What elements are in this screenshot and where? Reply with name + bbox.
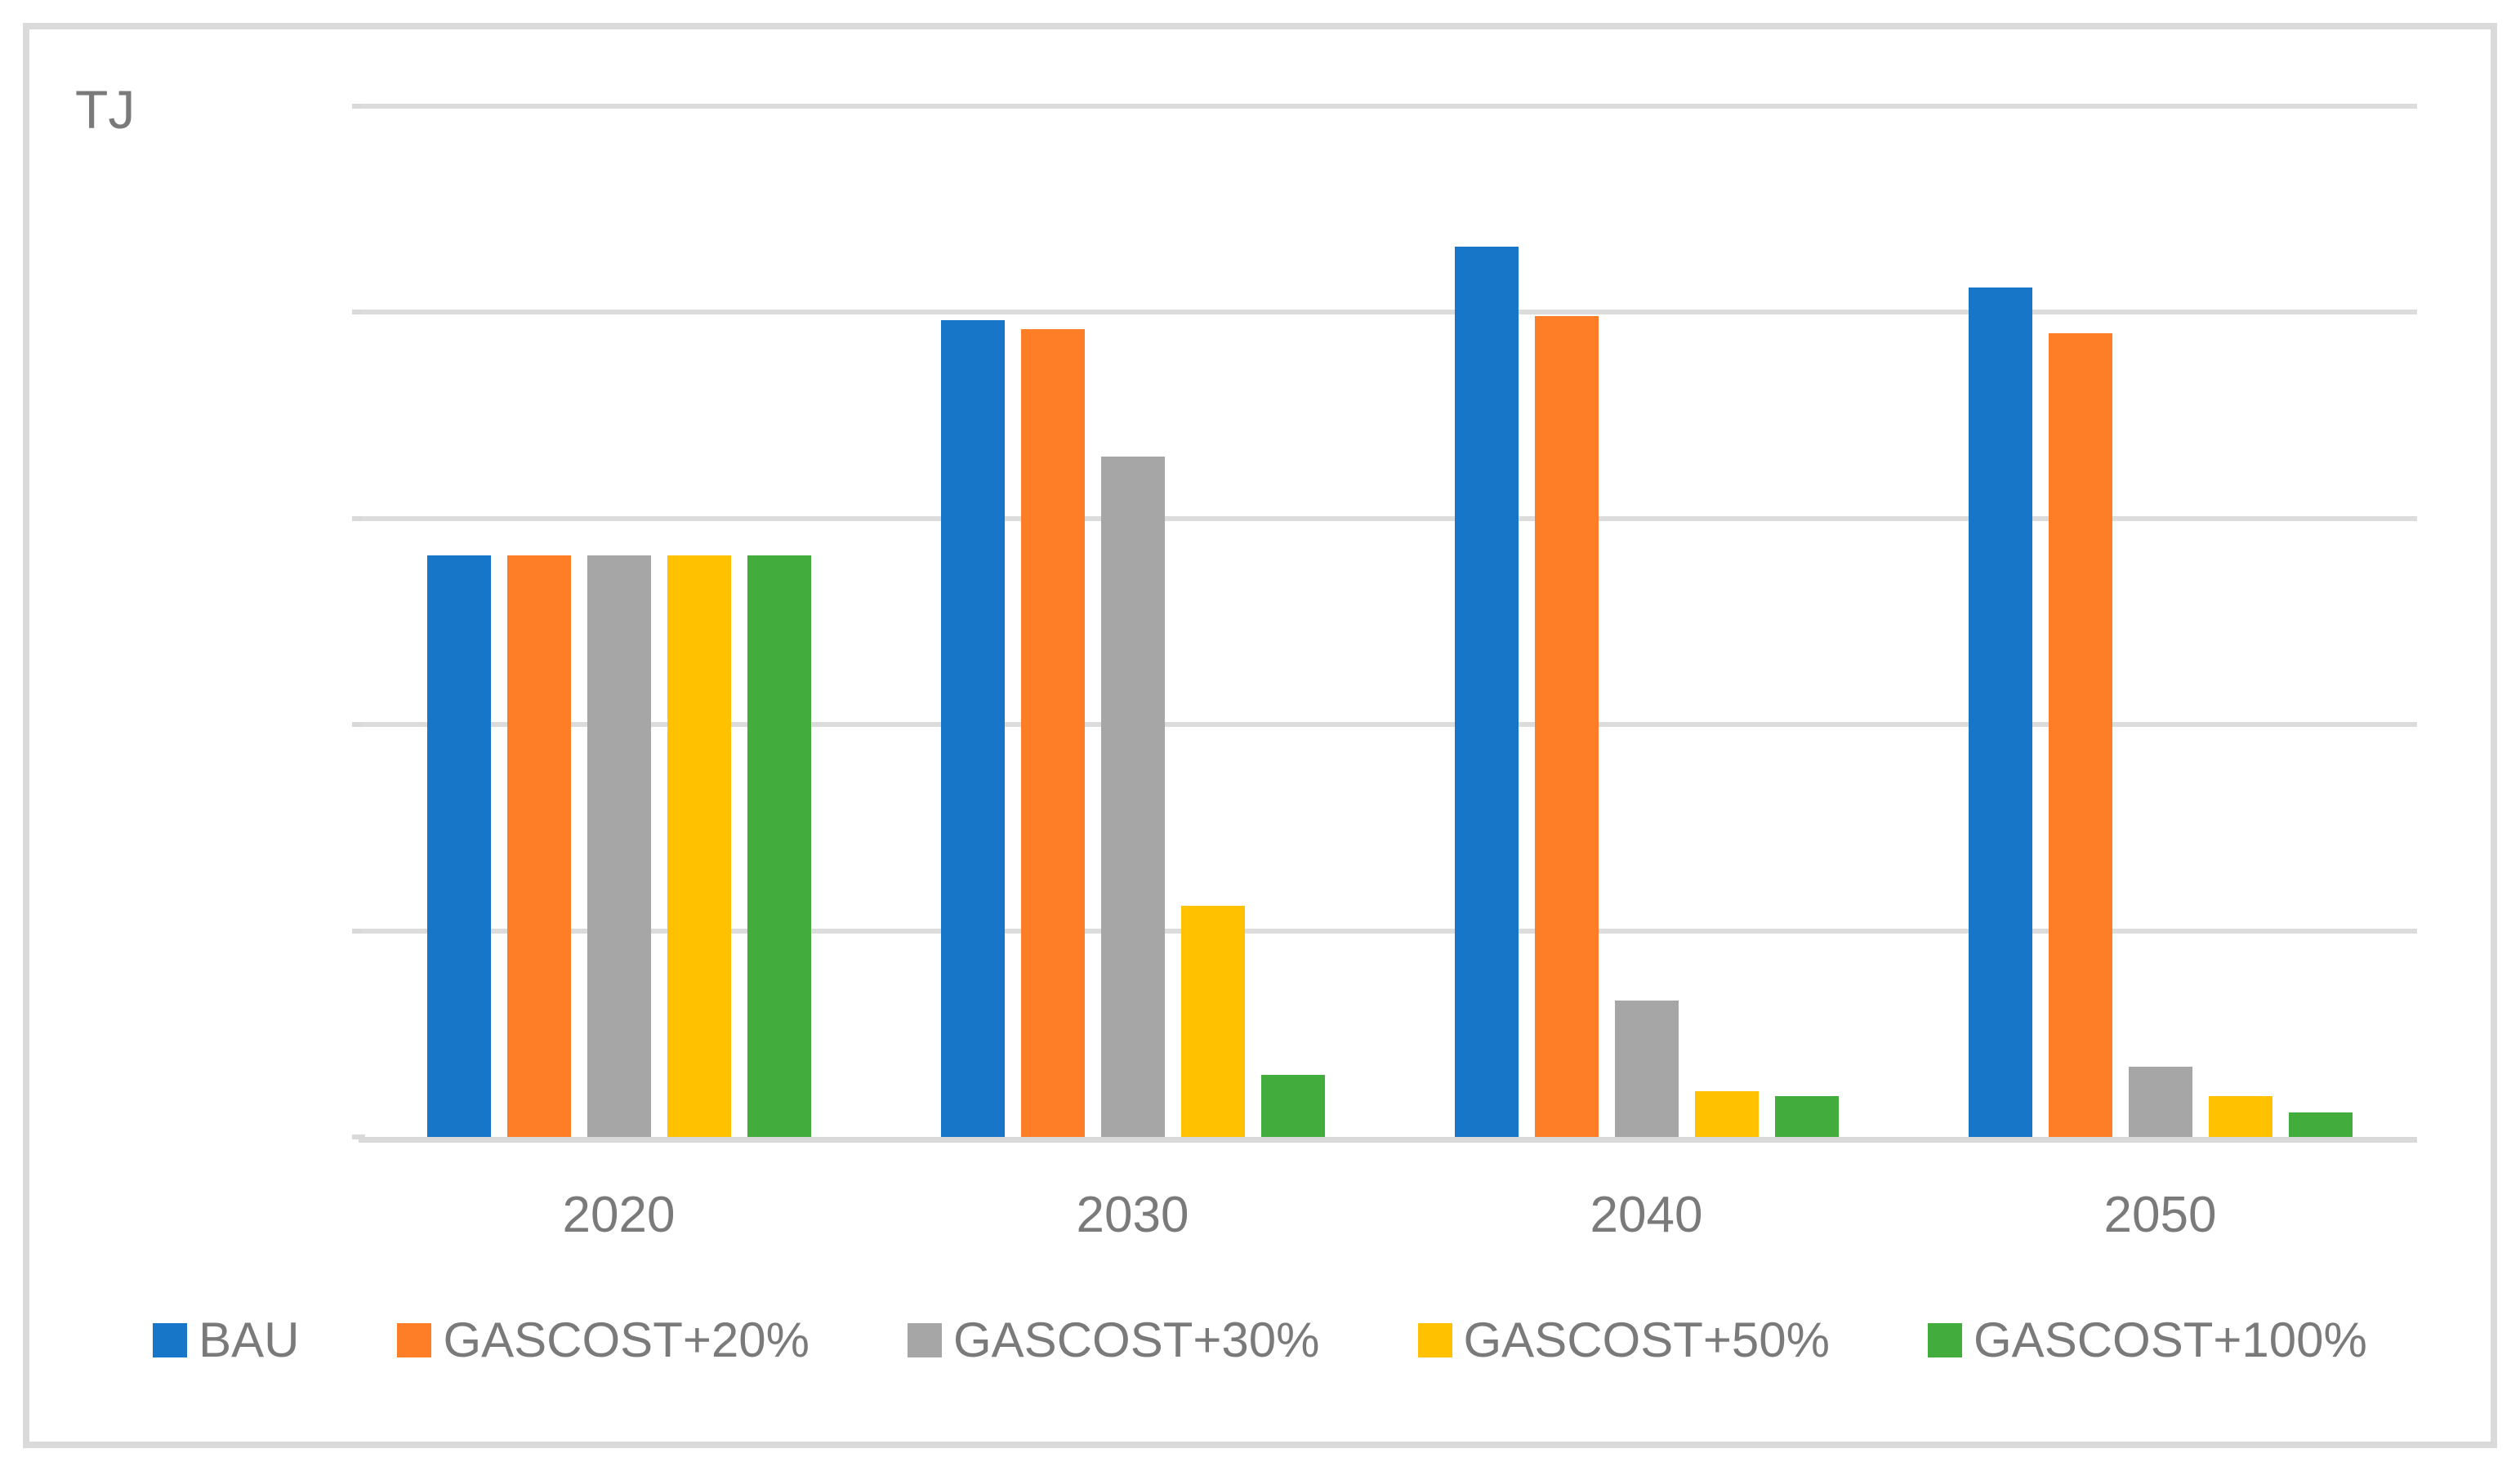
bar-group-2040 <box>1389 106 1903 1137</box>
bar-BAU-2030 <box>940 320 1005 1137</box>
y-tick-mark-100 <box>352 722 365 728</box>
legend-swatch-GASCOST+50% <box>1417 1322 1452 1357</box>
bar-GASCOST+30%-2030 <box>1100 457 1165 1137</box>
legend-swatch-BAU <box>153 1322 188 1357</box>
bar-GASCOST+100%-2020 <box>747 555 811 1137</box>
bar-GASCOST+20%-2040 <box>1534 316 1599 1137</box>
bar-GASCOST+100%-2030 <box>1260 1075 1325 1137</box>
legend-item-GASCOST+30%: GASCOST+30% <box>907 1312 1320 1368</box>
bar-BAU-2040 <box>1454 247 1519 1137</box>
bar-GASCOST+20%-2030 <box>1020 329 1085 1137</box>
x-axis-line <box>359 1137 2417 1143</box>
legend-item-GASCOST+20%: GASCOST+20% <box>397 1312 810 1368</box>
bar-GASCOST+50%-2050 <box>2208 1096 2272 1137</box>
legend-label-GASCOST+50%: GASCOST+50% <box>1463 1313 1831 1367</box>
y-axis-unit-label: TJ <box>75 79 136 140</box>
legend: BAU GASCOST+20% GASCOST+30% GASCOST+50% GASC… <box>29 1312 2491 1368</box>
plot-area <box>359 104 2417 1143</box>
legend-item-GASCOST+100%: GASCOST+100% <box>1928 1312 2367 1368</box>
legend-label-GASCOST+30%: GASCOST+30% <box>952 1313 1320 1367</box>
bar-GASCOST+100%-2040 <box>1774 1096 1839 1137</box>
y-tick-mark-250 <box>352 104 365 109</box>
bar-GASCOST+30%-2040 <box>1614 1001 1679 1137</box>
gridline-250 <box>362 104 2417 109</box>
legend-label-GASCOST+20%: GASCOST+20% <box>443 1313 810 1367</box>
x-tick-label-2040: 2040 <box>1590 1187 1703 1243</box>
gridline-150 <box>362 515 2417 521</box>
bar-GASCOST+30%-2020 <box>587 555 651 1137</box>
legend-swatch-GASCOST+20% <box>397 1322 432 1357</box>
bar-GASCOST+100%-2050 <box>2288 1112 2353 1137</box>
bar-GASCOST+30%-2050 <box>2128 1067 2192 1137</box>
bar-BAU-2050 <box>1968 288 2032 1137</box>
bar-group-2020 <box>362 106 876 1137</box>
y-tick-mark-50 <box>352 928 365 934</box>
y-tick-mark-150 <box>352 515 365 521</box>
bar-GASCOST+20%-2020 <box>506 555 571 1137</box>
legend-item-BAU: BAU <box>153 1312 299 1368</box>
legend-label-BAU: BAU <box>198 1313 300 1367</box>
gridline-50 <box>362 928 2417 934</box>
bar-GASCOST+20%-2050 <box>2048 333 2112 1137</box>
bar-GASCOST+50%-2030 <box>1180 906 1245 1137</box>
x-tick-label-2030: 2030 <box>1076 1187 1189 1243</box>
gridline-200 <box>362 310 2417 315</box>
legend-item-GASCOST+50%: GASCOST+50% <box>1417 1312 1831 1368</box>
bar-GASCOST+50%-2020 <box>667 555 731 1137</box>
gridline-100 <box>362 722 2417 728</box>
bar-group-2050 <box>1903 106 2417 1137</box>
bar-BAU-2020 <box>426 555 491 1137</box>
bar-group-2030 <box>876 106 1389 1137</box>
legend-label-GASCOST+100%: GASCOST+100% <box>1974 1313 2367 1367</box>
bar-GASCOST+50%-2040 <box>1694 1091 1759 1137</box>
legend-swatch-GASCOST+30% <box>907 1322 942 1357</box>
y-tick-mark-200 <box>352 310 365 315</box>
x-tick-label-2050: 2050 <box>2103 1187 2217 1243</box>
legend-swatch-GASCOST+100% <box>1928 1322 1963 1357</box>
x-tick-label-2020: 2020 <box>562 1187 676 1243</box>
